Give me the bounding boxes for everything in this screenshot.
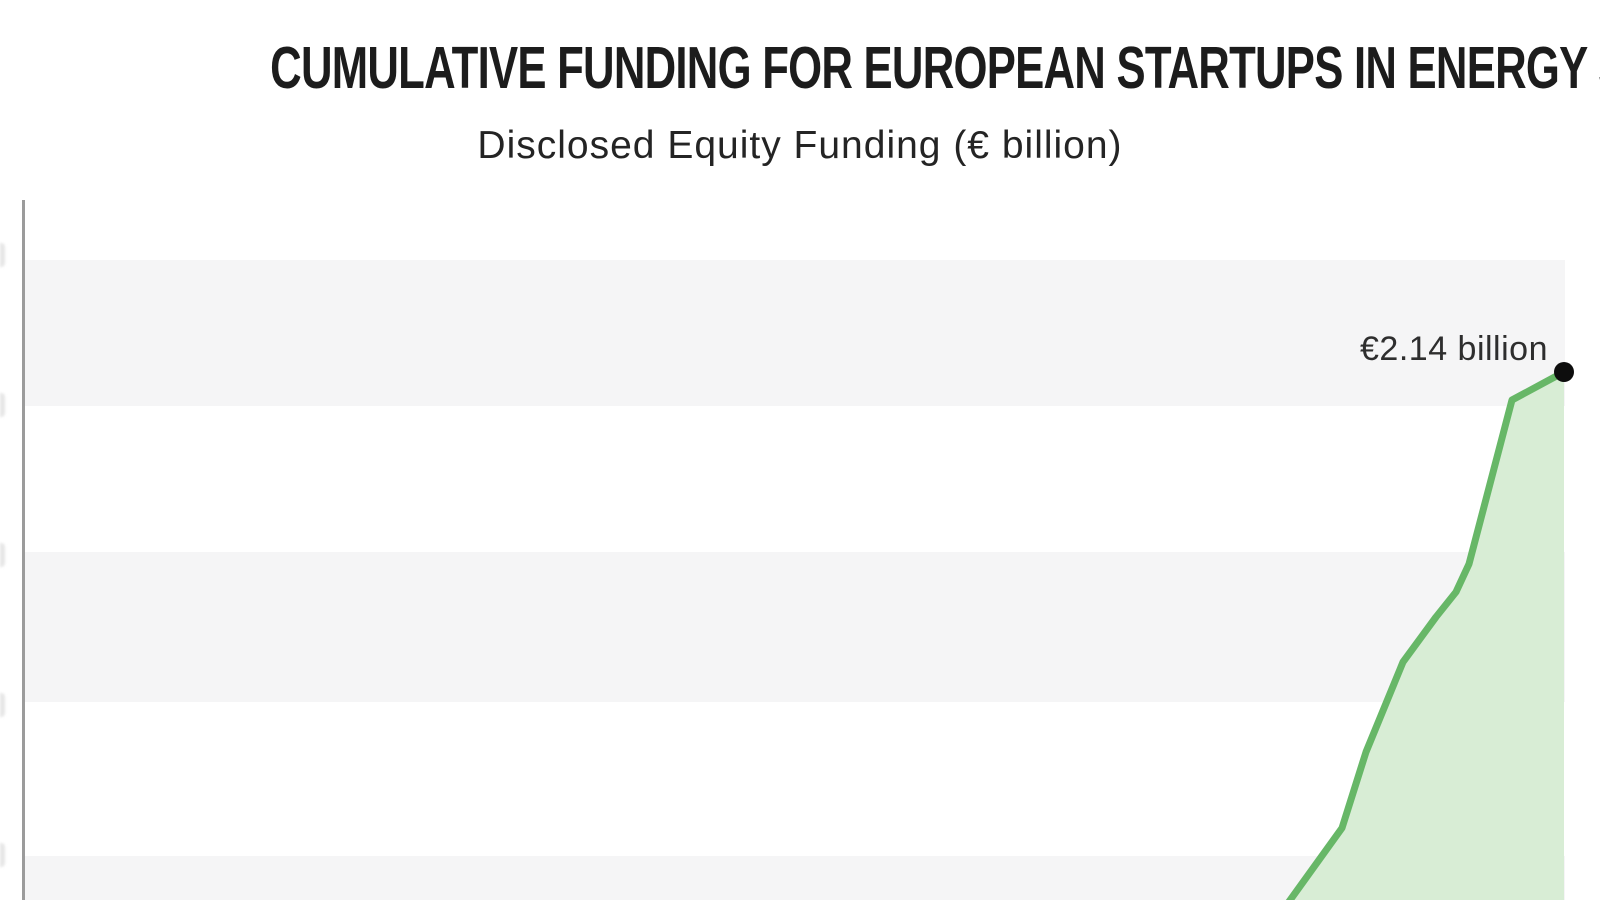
cropped-tick-label-fragment: [0, 393, 5, 417]
gridline-band: [23, 856, 1565, 900]
page-title: CUMULATIVE FUNDING FOR EUROPEAN STARTUPS…: [270, 35, 1600, 101]
cropped-tick-label-fragment: [0, 843, 5, 867]
end-value-label: €2.14 billion: [1360, 330, 1548, 368]
cropped-tick-label-fragment: [0, 543, 5, 567]
cropped-tick-label-fragment: [0, 693, 5, 717]
y-axis-line: [22, 200, 25, 900]
header: CUMULATIVE FUNDING FOR EUROPEAN STARTUPS…: [0, 34, 1600, 102]
page-subtitle: Disclosed Equity Funding (€ billion): [477, 124, 1123, 167]
gridline-band: [23, 552, 1565, 702]
subheader: Disclosed Equity Funding (€ billion): [0, 124, 1600, 168]
gridline-band: [23, 260, 1565, 406]
cropped-tick-label-fragment: [0, 243, 5, 267]
